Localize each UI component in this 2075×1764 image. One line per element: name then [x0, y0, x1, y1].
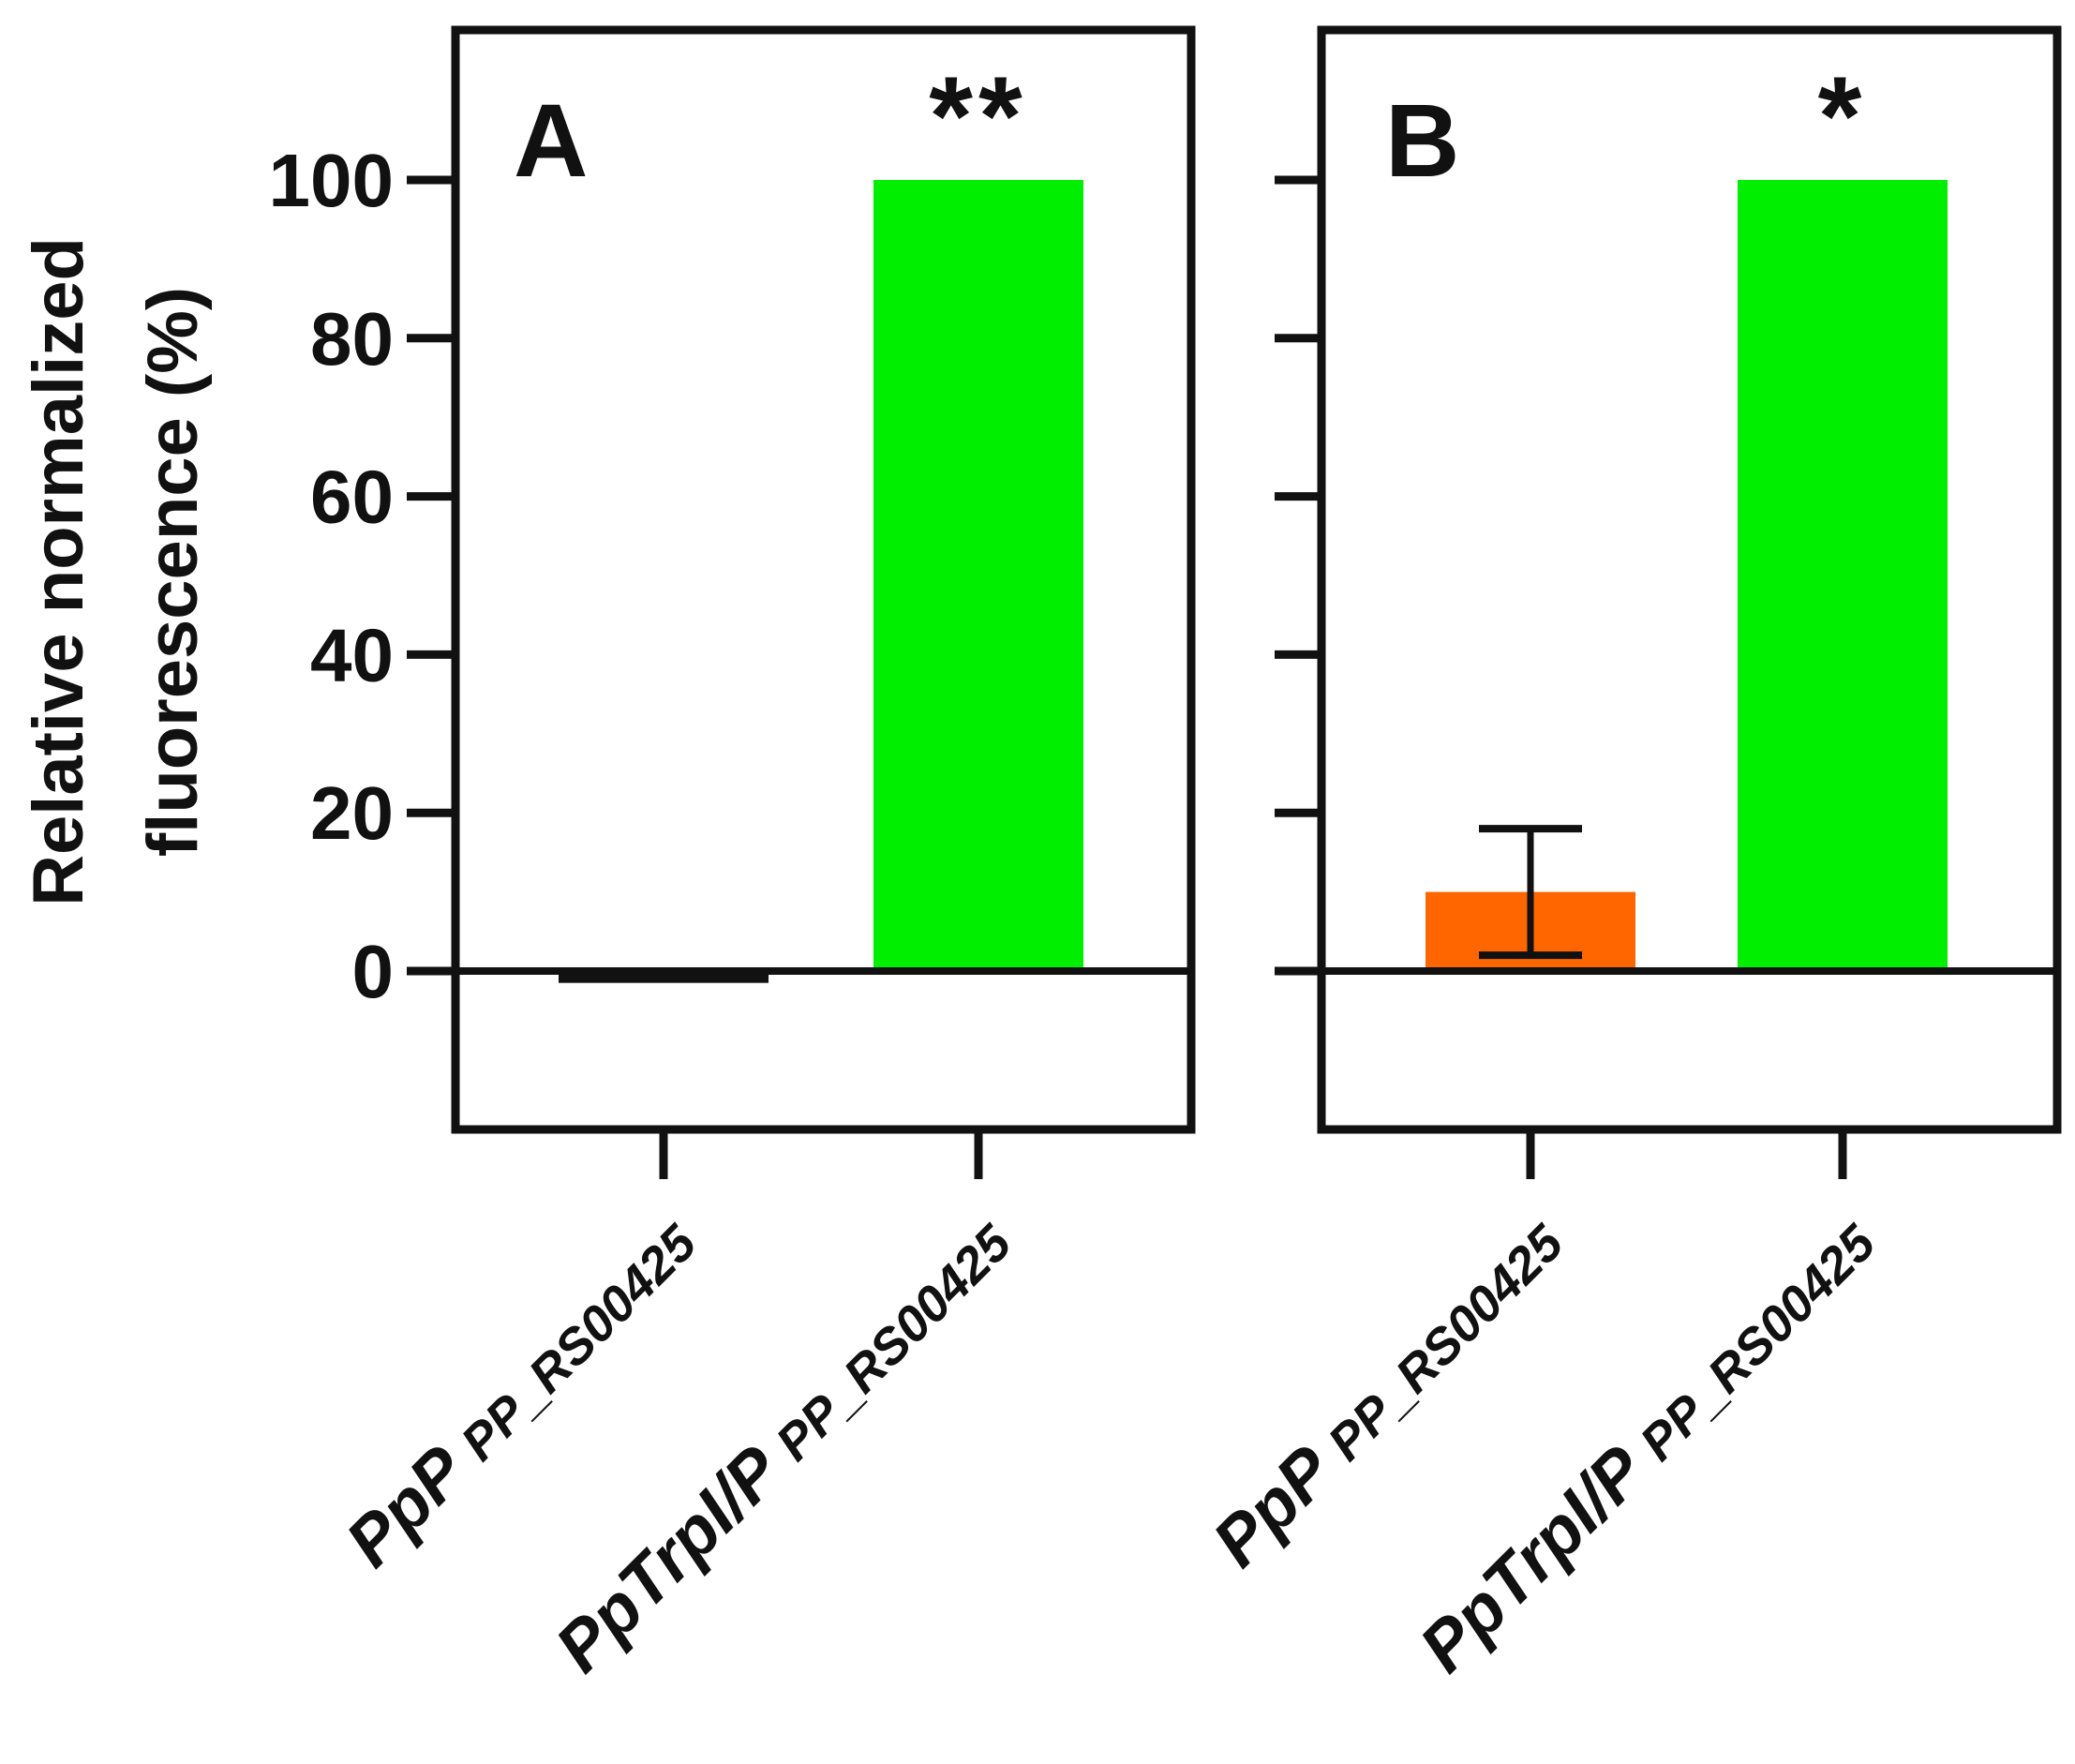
category-label-main: PpTrpI/P: [540, 1419, 807, 1686]
y-axis-title-line-2: fluorescence (%): [133, 287, 213, 857]
category-label-subscript: PP_RS00425: [451, 1214, 709, 1472]
category-label-main: PpTrpI/P: [1404, 1419, 1671, 1686]
panel-frame-a: [451, 25, 1196, 1134]
panel-letter-a: A: [514, 83, 588, 199]
y-tick-label-60: 60: [310, 456, 394, 539]
bar-b-2: [1738, 180, 1948, 971]
category-label-subscript: PP_RS00425: [1630, 1214, 1888, 1472]
y-tick-label-40: 40: [310, 613, 394, 696]
y-tick-label-100: 100: [269, 139, 394, 222]
panel-frame-b: [1317, 25, 2062, 1134]
y-axis-title: Relative normalized fluorescence (%): [19, 237, 213, 906]
y-tick-label-0: 0: [352, 930, 395, 1013]
y-axis-title-line-1: Relative normalized: [19, 237, 98, 906]
significance-b-2: *: [1818, 53, 1868, 179]
y-tick-label-80: 80: [310, 297, 394, 381]
error-bar-b-1: [1479, 825, 1582, 960]
significance-a-2: **: [929, 53, 1027, 179]
y-tick-label-20: 20: [310, 771, 394, 855]
category-label-subscript: PP_RS00425: [766, 1214, 1023, 1472]
bar-a-2: [873, 180, 1083, 971]
panel-a: PpP PP_RS00425**PpTrpI/P PP_RS0042502040…: [269, 25, 1196, 1686]
panel-letter-b: B: [1385, 83, 1459, 199]
category-label-subscript: PP_RS00425: [1318, 1214, 1575, 1472]
